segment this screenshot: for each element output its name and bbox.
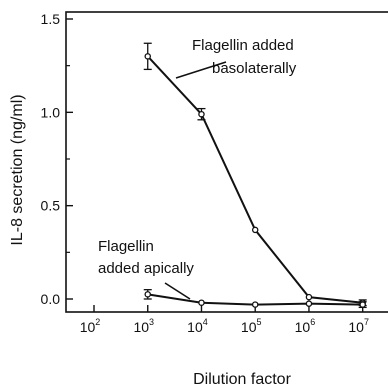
x-tick-exponent: 4 <box>203 317 208 327</box>
x-tick-exponent: 2 <box>95 317 100 327</box>
x-tick-label: 105 <box>241 317 262 335</box>
data-point <box>305 293 313 301</box>
x-tick-label: 104 <box>187 317 208 335</box>
annotation-apical-line2: added apically <box>98 260 194 277</box>
data-point <box>198 110 205 118</box>
series-layer <box>143 42 367 309</box>
plot-frame <box>65 11 388 313</box>
series-2 <box>143 289 367 309</box>
annotation-basolateral-line2: basolaterally <box>212 60 297 77</box>
annotation-basolateral-leader <box>175 61 227 79</box>
annotation-layer: Flagellin added basolaterally Flagellin add… <box>98 37 297 300</box>
x-tick-label: 107 <box>348 317 369 335</box>
x-tick-label: 106 <box>295 317 316 335</box>
y-tick-label: 1.5 <box>41 11 61 27</box>
data-point <box>144 291 151 298</box>
x-tick-label: 102 <box>80 317 101 335</box>
x-tick-exponent: 5 <box>256 317 261 327</box>
annotation-apical-leader <box>164 282 191 300</box>
data-point <box>251 226 259 234</box>
x-tick-exponent: 7 <box>364 317 369 327</box>
annotation-basolateral-line1: Flagellin added <box>192 37 294 54</box>
data-point <box>144 53 151 60</box>
x-axis-ticks: 102 103 104 105 106 107 <box>80 305 369 335</box>
x-tick-exponent: 6 <box>310 317 315 327</box>
y-tick-label: 1.0 <box>41 104 61 120</box>
data-point <box>359 301 366 308</box>
x-axis-title: Dilution factor <box>193 371 291 388</box>
y-axis-ticks: 0.0 0.5 1.0 1.5 <box>41 11 73 307</box>
y-tick-label: 0.0 <box>41 291 61 307</box>
data-point <box>251 301 259 308</box>
y-tick-label: 0.5 <box>41 198 61 214</box>
data-point <box>305 300 313 307</box>
plot-border <box>65 11 388 313</box>
x-tick-exponent: 3 <box>149 317 154 327</box>
x-tick-label: 103 <box>133 317 154 335</box>
y-axis-title: IL-8 secretion (ng/ml) <box>9 94 26 245</box>
annotation-apical-line1: Flagellin <box>98 238 154 255</box>
data-point <box>198 299 205 306</box>
